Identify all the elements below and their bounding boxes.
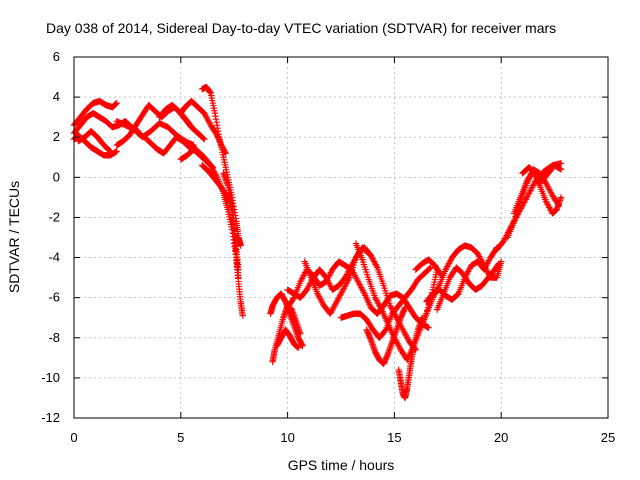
data-point: [377, 304, 384, 312]
y-tick-label: -4: [48, 250, 60, 265]
data-point: [223, 192, 231, 200]
chart-title: Day 038 of 2014, Sidereal Day-to-day VTE…: [46, 20, 556, 36]
x-tick-label: 15: [387, 430, 401, 445]
data-series: [337, 264, 434, 341]
data-point: [426, 265, 434, 272]
data-point: [427, 264, 434, 271]
x-tick-label: 0: [70, 430, 77, 445]
y-tick-label: 4: [53, 89, 60, 104]
axis-ticks: [73, 56, 609, 419]
data-series: [510, 168, 565, 217]
y-tick-label: 6: [53, 49, 60, 64]
data-series: [70, 97, 120, 129]
data-point: [299, 342, 306, 349]
data-point: [557, 166, 565, 173]
data-point: [557, 194, 565, 201]
data-series: [363, 304, 409, 368]
x-tick-label: 10: [280, 430, 294, 445]
data-series: [75, 128, 114, 155]
data-point: [557, 160, 565, 167]
y-tick-labels: -12 -10 -8 -6 -4 -2 0 2 4 6: [41, 49, 60, 425]
data-point: [235, 266, 242, 273]
y-tick-label: -6: [48, 290, 60, 305]
data-point: [201, 136, 208, 143]
data-points: [70, 83, 565, 402]
data-point: [106, 147, 113, 154]
data-series: [504, 166, 563, 241]
data-series: [273, 326, 302, 352]
data-point: [401, 304, 409, 311]
data-point: [113, 148, 120, 155]
data-point: [360, 288, 367, 296]
y-tick-label: -12: [41, 410, 60, 425]
data-point: [364, 249, 372, 256]
y-tick-label: 2: [53, 129, 60, 144]
data-point: [437, 271, 444, 278]
data-point: [495, 260, 503, 267]
data-series: [156, 101, 208, 143]
y-tick-label: 0: [53, 169, 60, 184]
x-tick-label: 5: [177, 430, 184, 445]
data-point: [297, 330, 304, 337]
x-tick-labels: 0 5 10 15 20 25: [70, 430, 615, 445]
data-series: [412, 256, 445, 279]
y-axis-label: SDTVAR / TECUs: [6, 181, 22, 293]
data-point: [237, 242, 244, 249]
data-point: [373, 262, 380, 270]
y-tick-label: -2: [48, 209, 60, 224]
data-series: [301, 244, 372, 317]
data-point: [200, 135, 207, 142]
data-series: [519, 162, 565, 185]
data-point: [295, 344, 302, 352]
data-point: [239, 312, 246, 319]
data-point: [438, 272, 445, 279]
data-series: [220, 170, 242, 273]
x-tick-label: 25: [601, 430, 615, 445]
y-tick-label: -10: [41, 370, 60, 385]
data-point: [425, 324, 432, 331]
data-point: [113, 99, 120, 107]
x-axis-label: GPS time / hours: [288, 457, 395, 473]
data-point: [107, 148, 114, 155]
y-tick-label: -8: [48, 330, 60, 345]
data-point: [345, 275, 352, 283]
data-point: [290, 295, 297, 303]
data-series: [433, 260, 503, 313]
x-tick-label: 20: [494, 430, 508, 445]
plot-frame: [73, 56, 609, 419]
data-point: [365, 250, 372, 257]
